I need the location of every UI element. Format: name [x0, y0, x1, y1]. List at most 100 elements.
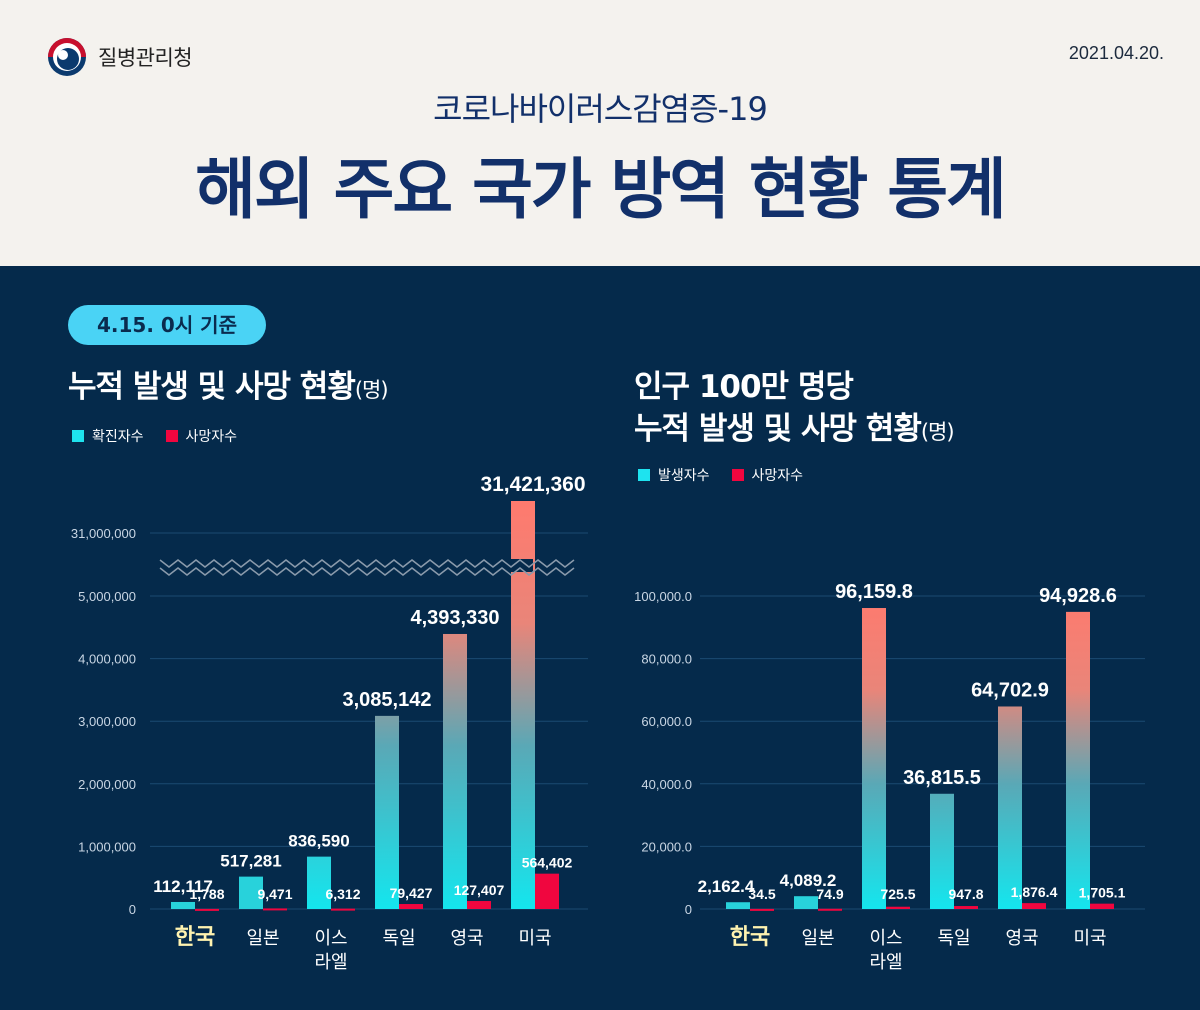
- category-label: 라엘: [869, 952, 902, 972]
- legend-item-deaths: 사망자수: [165, 426, 238, 446]
- category-label: 이스: [314, 928, 347, 948]
- bar-series1: [726, 902, 750, 909]
- bar-value-label: 1,788: [189, 886, 224, 902]
- bar-value-label: 4,393,330: [411, 607, 500, 629]
- right-chart-title-line1: 인구 100만 명당: [634, 369, 854, 405]
- bar-series1: [307, 856, 331, 909]
- bar-value-label: 4,089.2: [780, 871, 837, 890]
- left-chart-title: 누적 발생 및 사망 현황(명): [68, 366, 389, 411]
- left-chart-legend: 확진자수 사망자수: [72, 426, 259, 446]
- right-chart-title-line2: 누적 발생 및 사망 현황: [634, 411, 922, 447]
- category-label: 라엘: [314, 952, 347, 972]
- bar-series2: [886, 906, 910, 909]
- legend-swatch-red: [165, 430, 178, 442]
- axis-break-zigzag: [159, 567, 575, 576]
- bar-series1: [930, 793, 954, 909]
- page-title: 해외 주요 국가 방역 현황 통계: [195, 151, 1007, 228]
- bar-value-label: 3,085,142: [343, 689, 432, 711]
- category-label: 독일: [382, 928, 415, 948]
- agency-name: 질병관리청: [98, 46, 193, 70]
- publish-date: 2021.04.20.: [1068, 43, 1164, 63]
- right-chart-title: 인구 100만 명당 누적 발생 및 사망 현황(명): [634, 366, 955, 453]
- bar-value-label: 564,402: [522, 855, 573, 871]
- y-tick-label: 2,000,000: [78, 777, 136, 792]
- legend-label: 확진자수: [92, 429, 144, 445]
- bar-series1: [1066, 611, 1090, 909]
- bar-value-label: 31,421,360: [480, 473, 585, 496]
- category-label: 일본: [246, 928, 279, 948]
- bar-value-label: 112,117: [153, 877, 213, 896]
- legend-swatch-cyan: [638, 469, 650, 481]
- y-tick-label: 80,000.0: [641, 652, 692, 667]
- bar-value-label: 64,702.9: [971, 679, 1049, 701]
- bar-series2: [750, 908, 774, 911]
- legend-swatch-cyan: [72, 430, 84, 442]
- bar-series2: [1022, 903, 1046, 909]
- category-label: 영국: [450, 928, 483, 948]
- bar-value-label: 79,427: [390, 885, 433, 901]
- bar-value-label: 6,312: [325, 886, 360, 902]
- right-chart-unit: (명): [920, 420, 955, 444]
- bar-value-label: 36,815.5: [903, 767, 981, 789]
- legend-label: 사망자수: [751, 468, 804, 484]
- bar-series2: [467, 901, 491, 909]
- category-label: 영국: [1005, 928, 1038, 948]
- agency-logo: 질병관리청: [48, 38, 193, 76]
- category-label: 미국: [518, 928, 551, 948]
- bar-value-label: 34.5: [748, 886, 775, 902]
- page-subtitle: 코로나바이러스감염증-19: [433, 90, 768, 128]
- y-tick-label: 4,000,000: [78, 652, 136, 667]
- legend-swatch-red: [731, 469, 744, 481]
- bar-value-label: 725.5: [880, 886, 915, 902]
- bar-series2: [263, 908, 287, 911]
- legend-item-confirmed: 확진자수: [72, 426, 144, 446]
- legend-item-cases: 발생자수: [638, 465, 710, 485]
- legend-label: 발생자수: [658, 468, 710, 484]
- bar-series2: [818, 908, 842, 911]
- bar-value-label: 9,471: [257, 886, 292, 902]
- bar-series2: [1090, 903, 1114, 909]
- y-tick-label: 0: [129, 902, 136, 917]
- y-tick-label: 5,000,000: [78, 589, 136, 604]
- bar-value-label: 94,928.6: [1039, 585, 1117, 607]
- legend-label: 사망자수: [185, 429, 238, 445]
- per-million-chart: 0 20,000.0 40,000.0 60,000.0 80,000.0 100,000…: [634, 581, 1145, 972]
- y-tick-label: 31,000,000: [71, 526, 136, 541]
- bar-series1: [998, 706, 1022, 909]
- bar-value-label: 947.8: [948, 886, 983, 902]
- bar-value-label: 74.9: [816, 886, 843, 902]
- y-tick-label: 3,000,000: [78, 714, 136, 729]
- y-tick-label: 60,000.0: [641, 714, 692, 729]
- category-label: 일본: [801, 928, 834, 948]
- bar-series1: [171, 901, 195, 909]
- y-tick-label: 1,000,000: [78, 839, 136, 854]
- reference-date-badge: 4.15. 0시 기준: [68, 305, 266, 345]
- bar-series1: [794, 896, 818, 909]
- bar-value-label: 96,159.8: [835, 581, 913, 603]
- category-label: 독일: [937, 928, 970, 948]
- bar-series2: [331, 908, 355, 911]
- axis-break-gap: [505, 559, 533, 572]
- bar-series1: [443, 633, 467, 909]
- category-label: 한국: [175, 924, 215, 949]
- axis-break-zigzag: [159, 559, 575, 568]
- y-tick-label: 40,000.0: [641, 777, 692, 792]
- bar-series2: [195, 908, 219, 911]
- left-chart-title-text: 누적 발생 및 사망 현황: [68, 369, 356, 405]
- bar-series1: [375, 715, 399, 909]
- y-tick-label: 0: [685, 902, 692, 917]
- bar-value-label: 2,162.4: [698, 877, 755, 896]
- bar-series2: [399, 904, 423, 909]
- bar-value-label: 517,281: [220, 852, 281, 871]
- y-tick-label: 100,000.0: [634, 589, 692, 604]
- bar-series2: [535, 873, 559, 909]
- header: 질병관리청 2021.04.20. 코로나바이러스감염증-19 해외 주요 국가…: [0, 0, 1200, 266]
- bar-value-label: 127,407: [454, 882, 505, 898]
- bar-series1: [239, 876, 263, 909]
- category-label: 한국: [730, 924, 770, 949]
- bar-value-label: 1,705.1: [1079, 885, 1126, 901]
- bar-series2: [954, 906, 978, 909]
- category-label: 이스: [869, 928, 902, 948]
- bar-value-label: 836,590: [288, 832, 349, 851]
- right-chart-legend: 발생자수 사망자수: [638, 465, 825, 485]
